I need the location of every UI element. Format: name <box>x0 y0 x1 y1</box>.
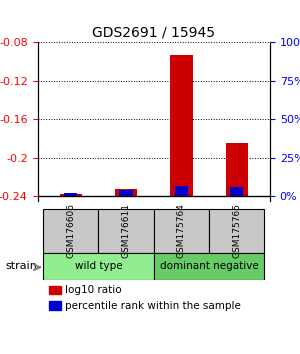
FancyBboxPatch shape <box>98 209 154 253</box>
FancyBboxPatch shape <box>43 209 98 253</box>
Bar <box>64 193 77 196</box>
Bar <box>226 143 248 196</box>
Text: GSM176611: GSM176611 <box>122 203 130 258</box>
FancyBboxPatch shape <box>154 209 209 253</box>
Title: GDS2691 / 15945: GDS2691 / 15945 <box>92 26 215 40</box>
Bar <box>230 187 243 196</box>
Bar <box>49 286 61 294</box>
FancyBboxPatch shape <box>154 253 265 280</box>
Text: strain: strain <box>6 262 38 272</box>
Text: wild type: wild type <box>75 262 122 272</box>
Bar <box>60 194 82 196</box>
Text: GSM175765: GSM175765 <box>232 203 241 258</box>
Text: dominant negative: dominant negative <box>160 262 259 272</box>
FancyBboxPatch shape <box>43 253 154 280</box>
Text: GSM175764: GSM175764 <box>177 203 186 258</box>
Text: log10 ratio: log10 ratio <box>65 285 122 295</box>
Bar <box>119 190 133 196</box>
Bar <box>115 189 137 196</box>
Bar <box>170 55 193 196</box>
Bar <box>175 185 188 196</box>
Text: percentile rank within the sample: percentile rank within the sample <box>65 301 241 311</box>
Bar <box>49 301 61 310</box>
FancyBboxPatch shape <box>209 209 265 253</box>
Text: GSM176606: GSM176606 <box>66 203 75 258</box>
